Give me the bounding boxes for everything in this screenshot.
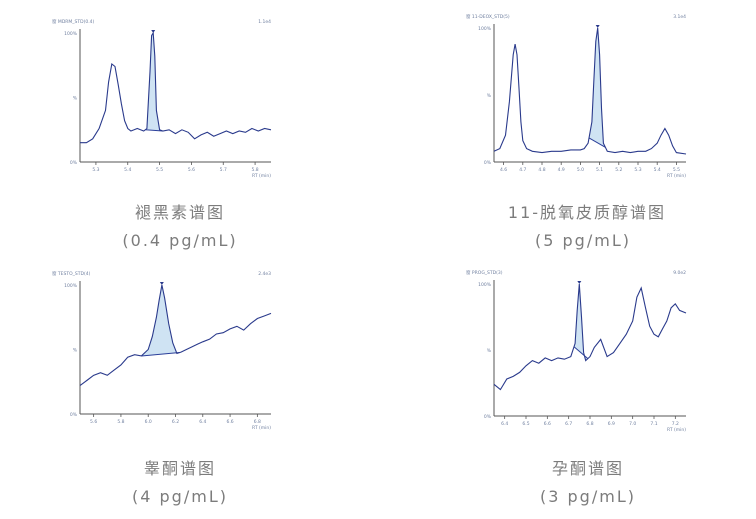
x-tick-label: 5.6 xyxy=(90,419,97,425)
peak-apex-marker xyxy=(595,25,600,28)
chart-header-right: 3.1e4 xyxy=(673,14,686,20)
peak-apex-marker xyxy=(151,30,156,33)
x-tick-label: 6.8 xyxy=(586,421,593,427)
x-tick-label: 5.2 xyxy=(615,167,622,173)
x-tick-label: 4.7 xyxy=(519,167,526,173)
chart-concentration: (4 pg/mL) xyxy=(132,487,228,506)
x-tick-label: 5.1 xyxy=(596,167,603,173)
chromatogram-chart: 窗 PROG_STD(3) 9.0e2 100%% 0% 6.4 6.5 6.6 6.7 6.8… xyxy=(466,269,687,433)
y-tick-label: 0% xyxy=(484,160,492,166)
chart-header-right: 1.1e4 xyxy=(258,19,271,25)
x-tick-label: 6.6 xyxy=(544,421,551,427)
chromatogram-chart: 窗 11-DEOX_STD(5) 3.1e4 100%% 0% 4.6 4.7 4.8 4.9… xyxy=(466,13,687,179)
peak-apex-marker xyxy=(577,281,582,284)
chromatogram-trace xyxy=(80,31,272,144)
chromatogram-chart: 窗 MDRM_STD(0.4) 1.1e4 100%% 0% 5.3 5.4 5.5 5.6 5… xyxy=(52,18,272,179)
x-tick-label: 6.4 xyxy=(199,419,206,425)
x-tick-label: 4.8 xyxy=(538,167,545,173)
x-tick-label: 5.3 xyxy=(92,167,99,173)
y-tick-label: 0% xyxy=(484,414,492,420)
x-tick-label: 5.6 xyxy=(188,167,195,173)
chromatogram-trace xyxy=(493,283,687,391)
x-tick-label: 5.8 xyxy=(251,167,258,173)
chromatogram-panel-melatonin: 窗 MDRM_STD(0.4) 1.1e4 100%% 0% 5.3 5.4 5.5 5.6 5… xyxy=(0,0,378,260)
chart-header-left: 窗 11-DEOX_STD(5) xyxy=(466,13,510,20)
y-tick-label: 0% xyxy=(70,160,78,166)
chart-caption: 孕酮谱图 xyxy=(551,459,624,478)
chromatogram-panel-testosterone: 窗 TESTO_STD(4) 2.4e3 100%% 0% 5.6 5.8 6.0 6.2 6.… xyxy=(0,259,378,519)
x-tick-label: 4.9 xyxy=(558,167,565,173)
chart-caption: 褪黑素谱图 xyxy=(134,203,225,222)
x-tick-label: 5.0 xyxy=(577,167,584,173)
chromatogram-trace xyxy=(493,27,687,155)
chart-header-right: 2.4e3 xyxy=(258,271,271,277)
y-tick-label: 100% xyxy=(478,282,492,288)
chart-header-right: 9.0e2 xyxy=(673,270,686,276)
chromatogram-panel-progesterone: 窗 PROG_STD(3) 9.0e2 100%% 0% 6.4 6.5 6.6 6.7 6.8… xyxy=(378,259,756,519)
peak-apex-marker xyxy=(159,282,164,285)
integrated-peak-area xyxy=(145,33,163,132)
x-tick-label: 7.1 xyxy=(650,421,657,427)
chart-header-left: 窗 MDRM_STD(0.4) xyxy=(52,18,95,25)
chart-concentration: (5 pg/mL) xyxy=(535,231,631,250)
x-tick-label: 5.4 xyxy=(124,167,131,173)
chart-concentration: (0.4 pg/mL) xyxy=(122,231,238,250)
x-axis-label: RT (min) xyxy=(667,173,686,179)
integrated-peak-area xyxy=(589,28,606,148)
x-tick-label: 7.2 xyxy=(672,421,679,427)
x-tick-label: 6.8 xyxy=(254,419,261,425)
x-tick-label: 6.0 xyxy=(145,419,152,425)
x-tick-label: 7.0 xyxy=(629,421,636,427)
chart-caption: 11-脱氧皮质醇谱图 xyxy=(507,203,667,222)
y-tick-label: % xyxy=(73,96,78,102)
chart-caption: 睾酮谱图 xyxy=(143,459,216,478)
x-tick-label: 6.7 xyxy=(565,421,572,427)
x-tick-label: 5.5 xyxy=(673,167,680,173)
chart-header-left: 窗 PROG_STD(3) xyxy=(466,269,503,276)
chromatogram-chart: 窗 TESTO_STD(4) 2.4e3 100%% 0% 5.6 5.8 6.0 6.2 6.… xyxy=(52,270,272,431)
x-tick-label: 5.4 xyxy=(654,167,661,173)
y-tick-label: % xyxy=(487,93,492,99)
x-tick-label: 5.5 xyxy=(156,167,163,173)
chart-header-left: 窗 TESTO_STD(4) xyxy=(52,270,91,277)
y-tick-label: 100% xyxy=(478,26,492,32)
x-axis-label: RT (min) xyxy=(667,427,686,433)
x-tick-label: 5.3 xyxy=(634,167,641,173)
x-tick-label: 6.5 xyxy=(522,421,529,427)
y-tick-label: % xyxy=(487,348,492,354)
integrated-peak-area xyxy=(141,285,180,356)
peak-baseline xyxy=(573,346,589,359)
peak-baseline xyxy=(145,129,163,132)
peak-baseline xyxy=(588,137,606,148)
x-tick-label: 6.9 xyxy=(608,421,615,427)
chart-concentration: (3 pg/mL) xyxy=(540,487,636,506)
x-tick-label: 6.6 xyxy=(226,419,233,425)
x-tick-label: 4.6 xyxy=(500,167,507,173)
chromatogram-panel-11-deoxycortisol: 窗 11-DEOX_STD(5) 3.1e4 100%% 0% 4.6 4.7 4.8 4.9… xyxy=(378,0,756,260)
x-tick-label: 6.2 xyxy=(172,419,179,425)
y-tick-label: % xyxy=(73,348,78,354)
x-tick-label: 5.7 xyxy=(220,167,227,173)
peak-baseline xyxy=(141,352,180,357)
x-axis-label: RT (min) xyxy=(252,173,271,179)
integrated-peak-area xyxy=(574,284,588,361)
x-tick-label: 5.8 xyxy=(117,419,124,425)
y-tick-label: 100% xyxy=(64,31,78,37)
x-tick-label: 6.4 xyxy=(501,421,508,427)
y-tick-label: 0% xyxy=(70,412,78,418)
x-axis-label: RT (min) xyxy=(252,425,271,431)
chromatogram-trace xyxy=(79,284,272,387)
y-tick-label: 100% xyxy=(64,283,78,289)
